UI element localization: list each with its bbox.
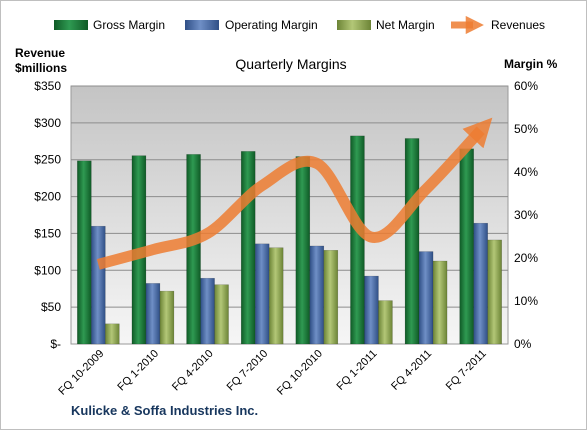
left-tick-label: $150: [34, 226, 61, 240]
bar-operating-margin: [145, 283, 161, 345]
bar-net-margin: [432, 260, 448, 345]
bar-operating-margin: [309, 245, 325, 345]
left-axis-label-line1: Revenue: [15, 46, 65, 60]
bar-gross-margin: [404, 138, 420, 345]
legend-label-operating-margin: Operating Margin: [225, 18, 318, 32]
right-tick-label: 50%: [514, 122, 538, 136]
left-tick-label: $250: [34, 153, 61, 167]
bar-gross-margin: [186, 154, 201, 345]
legend-swatch-gross-margin: [54, 20, 88, 30]
bar-net-margin: [268, 247, 284, 345]
category-label: FQ 7-2011: [444, 348, 489, 393]
bar-operating-margin: [254, 243, 270, 345]
bar-net-margin: [378, 300, 393, 345]
bar-gross-margin: [77, 160, 92, 345]
right-tick-label: 0%: [514, 337, 532, 351]
bar-gross-margin: [295, 156, 311, 345]
category-label: FQ 10-2009: [56, 348, 106, 398]
bar-operating-margin: [200, 277, 215, 345]
category-label: FQ 7-2010: [225, 348, 271, 394]
right-tick-label: 60%: [514, 79, 538, 93]
category-label: FQ 4-2010: [170, 348, 216, 394]
category-label: FQ 4-2011: [389, 348, 434, 393]
legend-label-revenues: Revenues: [491, 18, 545, 32]
bar-operating-margin: [418, 251, 434, 345]
legend-swatch-net-margin: [337, 20, 371, 30]
bar-net-margin: [323, 250, 339, 345]
legend-swatch-operating-margin: [185, 20, 219, 30]
bar-gross-margin: [350, 135, 365, 345]
revenue-line-group: [96, 117, 493, 270]
bar-net-margin: [159, 290, 175, 345]
category-label: FQ 10-2010: [275, 348, 325, 398]
category-label: FQ 1-2011: [334, 348, 379, 393]
left-tick-label: $300: [34, 116, 61, 130]
right-tick-label: 30%: [514, 208, 538, 222]
right-axis-label: Margin %: [504, 57, 558, 71]
revenue-line: [96, 117, 493, 270]
chart-title: Quarterly Margins: [235, 56, 346, 72]
bar-gross-margin: [240, 151, 256, 345]
left-tick-label: $-: [50, 337, 61, 351]
legend: Gross Margin Operating Margin Net Margin…: [54, 15, 545, 35]
left-tick-label: $350: [34, 79, 61, 93]
left-axis-label-line2: $millions: [15, 61, 67, 75]
bar-operating-margin: [473, 222, 488, 345]
right-tick-label: 10%: [514, 294, 538, 308]
bar-operating-margin: [364, 275, 379, 345]
right-tick-label: 40%: [514, 165, 538, 179]
category-label: FQ 1-2010: [115, 348, 161, 394]
legend-label-gross-margin: Gross Margin: [93, 18, 165, 32]
left-tick-label: $50: [41, 300, 61, 314]
bar-gross-margin: [459, 148, 474, 345]
bar-operating-margin: [91, 225, 106, 345]
left-tick-label: $100: [34, 263, 61, 277]
bar-net-margin: [487, 239, 502, 345]
right-tick-label: 20%: [514, 251, 538, 265]
left-tick-label: $200: [34, 190, 61, 204]
bar-net-margin: [105, 323, 120, 345]
bar-net-margin: [214, 284, 229, 345]
company-name: Kulicke & Soffa Industries Inc.: [71, 403, 258, 418]
legend-label-net-margin: Net Margin: [376, 18, 435, 32]
